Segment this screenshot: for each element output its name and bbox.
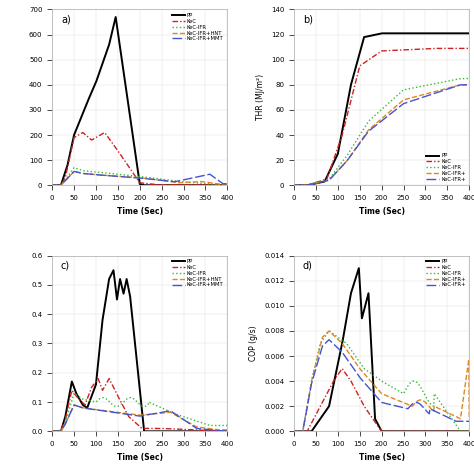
- X-axis label: Time (Sec): Time (Sec): [359, 207, 405, 216]
- Legend: PP, KeC, KeC-IFR, KeC-IFR+HNT, KeC-IFR+MMT: PP, KeC, KeC-IFR, KeC-IFR+HNT, KeC-IFR+M…: [171, 258, 225, 289]
- Y-axis label: THR (MJ/m²): THR (MJ/m²): [256, 74, 265, 120]
- Legend: PP, KeC, KeC-IFR, KeC-IFR+HNT, KeC-IFR+MMT: PP, KeC, KeC-IFR, KeC-IFR+HNT, KeC-IFR+M…: [171, 12, 225, 42]
- Text: c): c): [61, 261, 70, 271]
- Text: a): a): [61, 15, 71, 25]
- Y-axis label: COP (g/s): COP (g/s): [249, 326, 258, 361]
- Text: b): b): [303, 15, 313, 25]
- X-axis label: Time (Sec): Time (Sec): [117, 207, 163, 216]
- Text: d): d): [303, 261, 313, 271]
- X-axis label: Time (Sec): Time (Sec): [117, 453, 163, 462]
- X-axis label: Time (Sec): Time (Sec): [359, 453, 405, 462]
- Legend: PP, KeC, KeC-IFR, KeC-IFR+, KeC-IFR+: PP, KeC, KeC-IFR, KeC-IFR+, KeC-IFR+: [425, 152, 466, 182]
- Legend: PP, KeC, KeC-IFR, KeC-IFR+, KeC-IFR+: PP, KeC, KeC-IFR, KeC-IFR+, KeC-IFR+: [425, 258, 466, 289]
